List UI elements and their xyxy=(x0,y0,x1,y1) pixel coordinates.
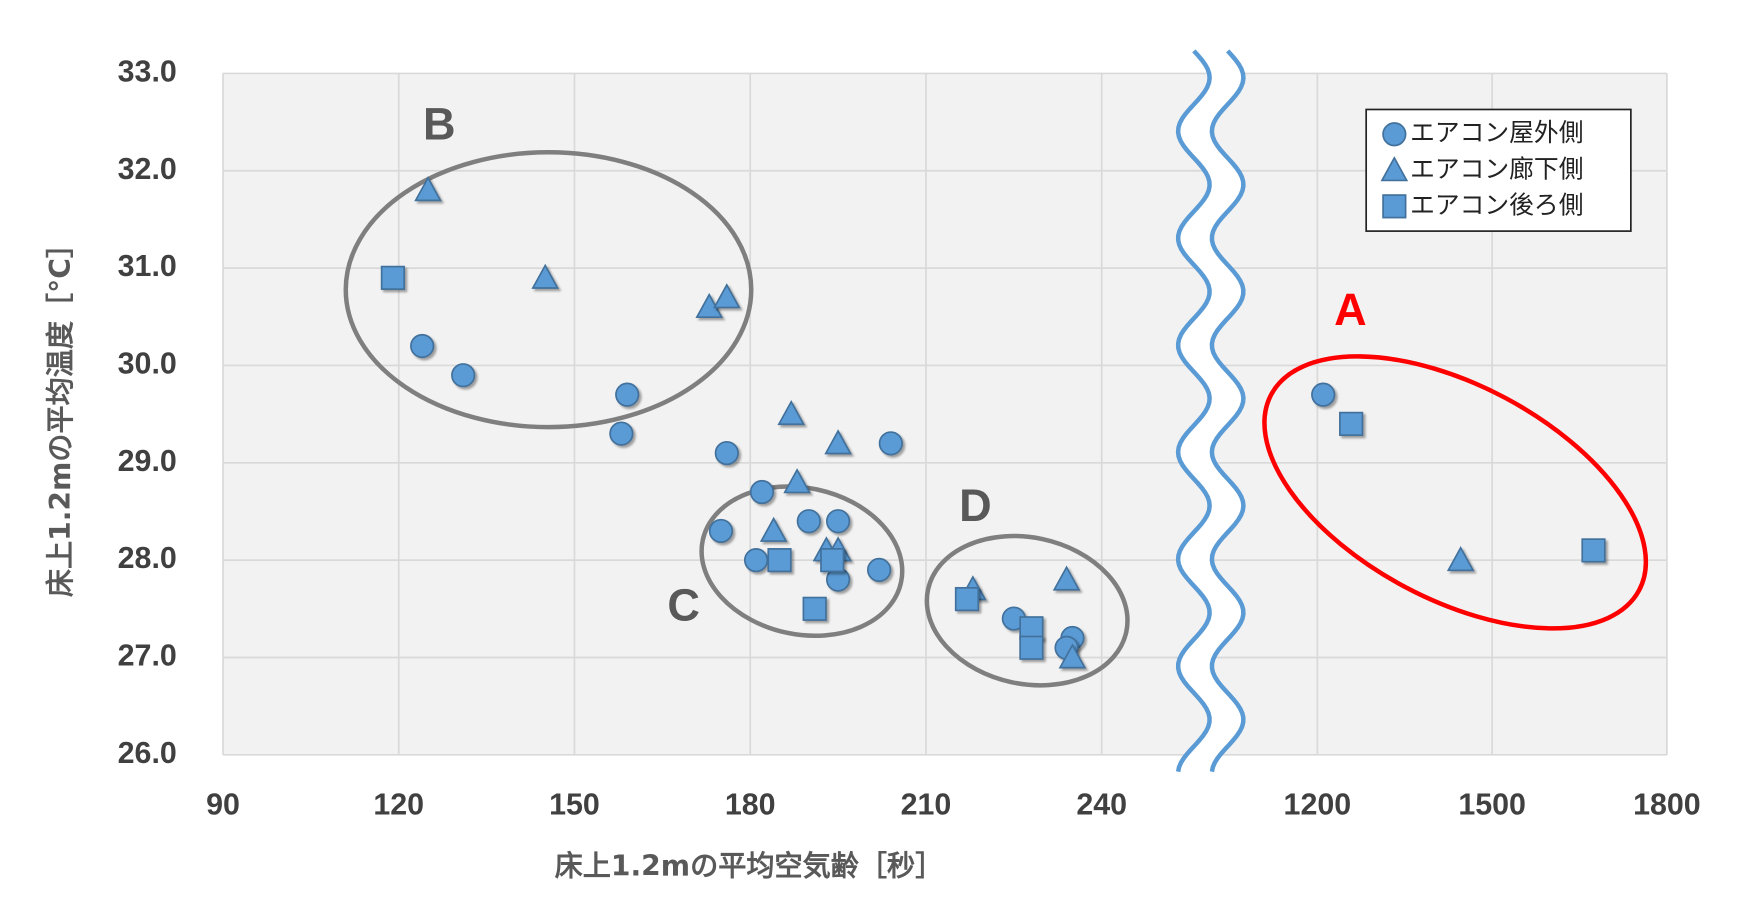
point xyxy=(878,431,903,456)
legend-label: エアコン屋外側 xyxy=(1410,118,1583,147)
point xyxy=(1446,546,1475,572)
point xyxy=(825,509,851,534)
annotation: C xyxy=(667,579,700,630)
annotation: D xyxy=(959,480,992,531)
point xyxy=(802,596,827,621)
point xyxy=(749,479,775,505)
point xyxy=(1339,411,1364,436)
legend-marker xyxy=(1380,156,1409,182)
x-tick-label: 1800 xyxy=(1633,788,1701,822)
point xyxy=(820,548,845,573)
point xyxy=(414,176,442,202)
group-ellipse xyxy=(1262,354,1649,631)
y-tick-label: 32.0 xyxy=(118,152,177,186)
x-tick-label: 90 xyxy=(206,788,240,822)
point xyxy=(743,548,769,573)
group-ellipse xyxy=(343,150,754,430)
group-ellipse xyxy=(924,533,1130,688)
y-tick-label: 27.0 xyxy=(118,639,177,673)
point xyxy=(1058,643,1087,669)
point xyxy=(380,265,405,290)
legend-label: エアコン後ろ側 xyxy=(1410,190,1583,219)
x-tick-label: 1200 xyxy=(1284,788,1352,822)
x-axis-title: 床上1.2mの平均空気齢［秒］ xyxy=(555,849,944,882)
point xyxy=(1019,635,1044,660)
group-ellipse xyxy=(699,484,905,639)
x-tick-label: 210 xyxy=(901,788,952,822)
point xyxy=(531,263,560,289)
legend-box xyxy=(1365,108,1632,232)
point xyxy=(767,548,792,573)
y-tick-label: 26.0 xyxy=(118,736,177,770)
y-tick-label: 30.0 xyxy=(118,346,177,380)
y-axis-title: 床上1.2mの平均温度［°C］ xyxy=(44,230,77,597)
y-tick-label: 29.0 xyxy=(118,444,177,478)
point xyxy=(1052,565,1081,591)
point xyxy=(615,382,640,407)
y-tick-label: 33.0 xyxy=(118,54,177,88)
point xyxy=(714,440,739,466)
x-tick-label: 1500 xyxy=(1458,788,1526,822)
point xyxy=(708,518,734,544)
point xyxy=(777,399,806,426)
annotation: B xyxy=(423,98,456,149)
point xyxy=(759,516,788,542)
point xyxy=(954,586,980,612)
annotation: A xyxy=(1334,284,1367,335)
point xyxy=(824,429,852,455)
point xyxy=(410,333,435,359)
point xyxy=(796,509,821,534)
legend-label: エアコン廊下側 xyxy=(1410,154,1583,183)
x-tick-label: 120 xyxy=(373,788,424,822)
x-tick-label: 180 xyxy=(725,788,776,822)
legend-marker xyxy=(1382,122,1407,147)
point xyxy=(1581,538,1606,563)
point xyxy=(609,421,634,446)
point xyxy=(451,363,476,388)
point xyxy=(1311,382,1336,407)
x-tick-label: 150 xyxy=(549,788,600,822)
point xyxy=(866,557,892,582)
legend-marker xyxy=(1382,194,1407,219)
point xyxy=(783,468,811,494)
y-tick-label: 28.0 xyxy=(118,541,177,575)
point xyxy=(712,283,741,309)
x-tick-label: 240 xyxy=(1076,788,1127,822)
axis-break xyxy=(1175,49,1246,773)
y-tick-label: 31.0 xyxy=(118,249,177,283)
